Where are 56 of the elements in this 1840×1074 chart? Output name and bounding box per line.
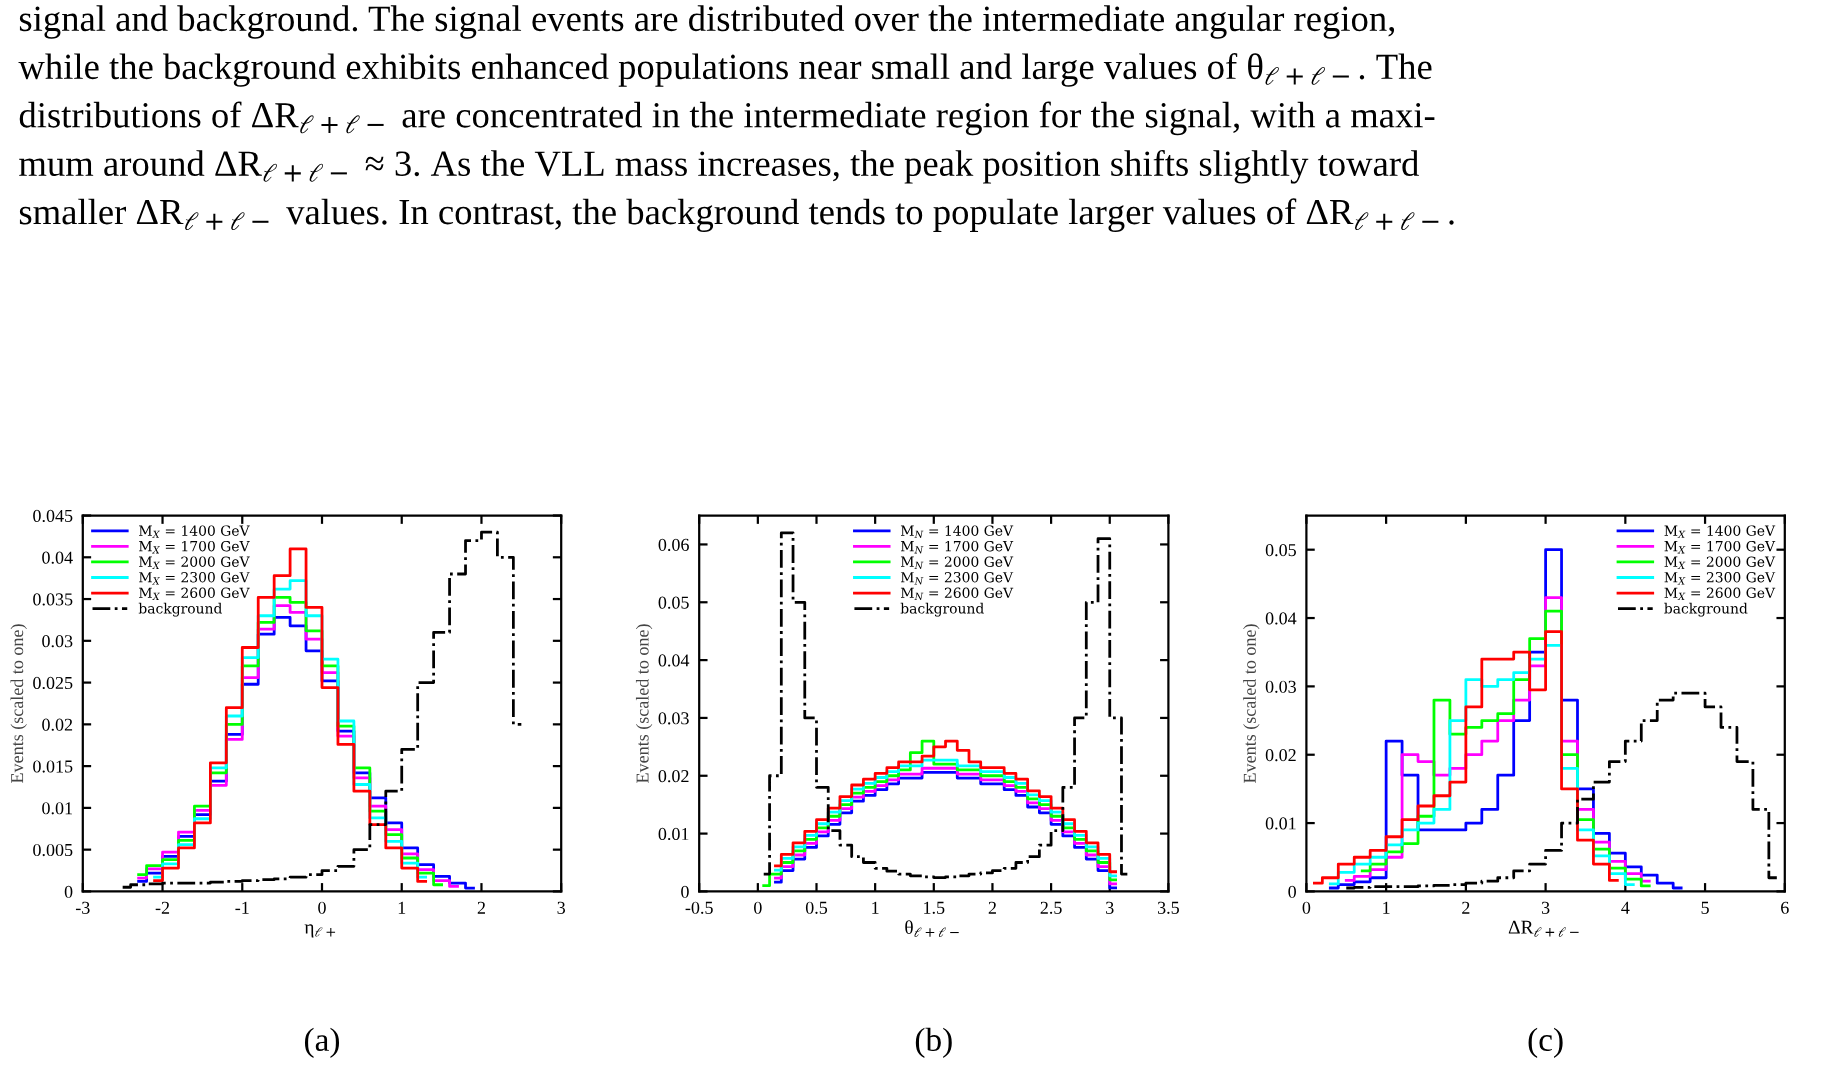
x-tick-label: 0 xyxy=(1302,901,1311,914)
y-tick-label: 0.025 xyxy=(33,676,73,690)
x-tick-label: -0.5 xyxy=(685,901,713,914)
y-tick-label: 0.04 xyxy=(42,551,73,564)
y-tick-label: 0.045 xyxy=(33,509,73,523)
x-tick-label: 4 xyxy=(1621,901,1630,914)
x-tick-label: -1 xyxy=(235,901,249,914)
y-tick-label: 0.03 xyxy=(42,635,73,648)
y-tick-label: 0.02 xyxy=(42,718,73,731)
x-tick-label: 1 xyxy=(1383,901,1390,914)
y-tick-label: 0 xyxy=(64,885,73,898)
x-axis-title: θ$_{ℓ+ℓ−}$ xyxy=(905,920,959,937)
y-tick-label: 0.05 xyxy=(658,596,689,609)
x-tick-label: 6 xyxy=(1781,901,1789,914)
y-tick-label: 0.03 xyxy=(658,712,689,725)
y-tick-label: 0.02 xyxy=(658,770,689,783)
x-tick-label: -3 xyxy=(75,901,90,914)
y-tick-label: 0.01 xyxy=(42,802,72,815)
x-tick-label: -2 xyxy=(155,901,170,914)
x-tick-label: 1 xyxy=(398,901,406,914)
y-tick-label: 0.035 xyxy=(33,593,73,606)
text: signal and background. The signal events are distributed over the intermediate angular region, while the background exhibits enhanced populations near small and large values of θ$_{ℓ+ℓ−}$. The distributions of ΔR$_{ℓ+ℓ−}$ are concentrated in the intermediate region for the signal, with a maxi- mum around ΔR$_{ℓ+ℓ−}$ ≈ 3. As the VLL mass increases, the peak position shifts slightly toward smaller ΔR$_{ℓ+ℓ−}$ values. In contrast, the background tends to populate larger values of ΔR$_{ℓ+ℓ−}$. xyxy=(18,5,1454,233)
y-tick-label: 0.01 xyxy=(658,827,689,841)
x-tick-label: 2 xyxy=(1462,901,1470,914)
y-tick-label: 0.04 xyxy=(658,654,690,667)
y-axis-title: Events (scaled to one) xyxy=(10,624,27,783)
x-tick-label: 0 xyxy=(318,901,326,914)
y-tick-label: 0.01 xyxy=(1265,817,1296,830)
y-tick-label: 0.06 xyxy=(658,538,689,551)
y-tick-label: 0 xyxy=(1288,885,1296,898)
text: (a) xyxy=(304,1027,340,1058)
x-tick-label: 3 xyxy=(1541,901,1550,914)
x-tick-label: 0 xyxy=(754,901,762,914)
x-tick-label: 3 xyxy=(557,901,566,914)
x-axis-title: ΔR$_{ℓ+ℓ−}$ xyxy=(1508,920,1579,937)
x-tick-label: 2 xyxy=(477,901,485,914)
y-tick-label: 0.04 xyxy=(1265,612,1297,625)
y-tick-label: 0.005 xyxy=(33,843,73,857)
x-tick-label: 2.5 xyxy=(1040,901,1062,914)
x-axis-title: η$_{ℓ+}$ xyxy=(304,924,336,938)
x-tick-label: 2 xyxy=(988,901,996,914)
y-tick-label: 0.03 xyxy=(1265,680,1296,693)
text: (b) xyxy=(915,1027,952,1058)
y-axis-title: Events (scaled to one) xyxy=(1243,624,1260,783)
y-tick-label: 0 xyxy=(681,885,689,898)
x-tick-label: 1.5 xyxy=(924,901,945,914)
y-tick-label: 0.02 xyxy=(1265,748,1296,762)
y-tick-label: 0.05 xyxy=(1265,543,1296,557)
x-tick-label: 3 xyxy=(1106,901,1114,914)
x-tick-label: 5 xyxy=(1701,901,1709,914)
y-tick-label: 0.015 xyxy=(33,760,73,773)
x-tick-label: 1 xyxy=(872,901,879,914)
y-axis-title: Events (scaled to one) xyxy=(635,624,653,783)
x-tick-label: 0.5 xyxy=(805,901,828,914)
x-tick-label: 3.5 xyxy=(1157,901,1179,914)
text: (c) xyxy=(1528,1027,1563,1058)
